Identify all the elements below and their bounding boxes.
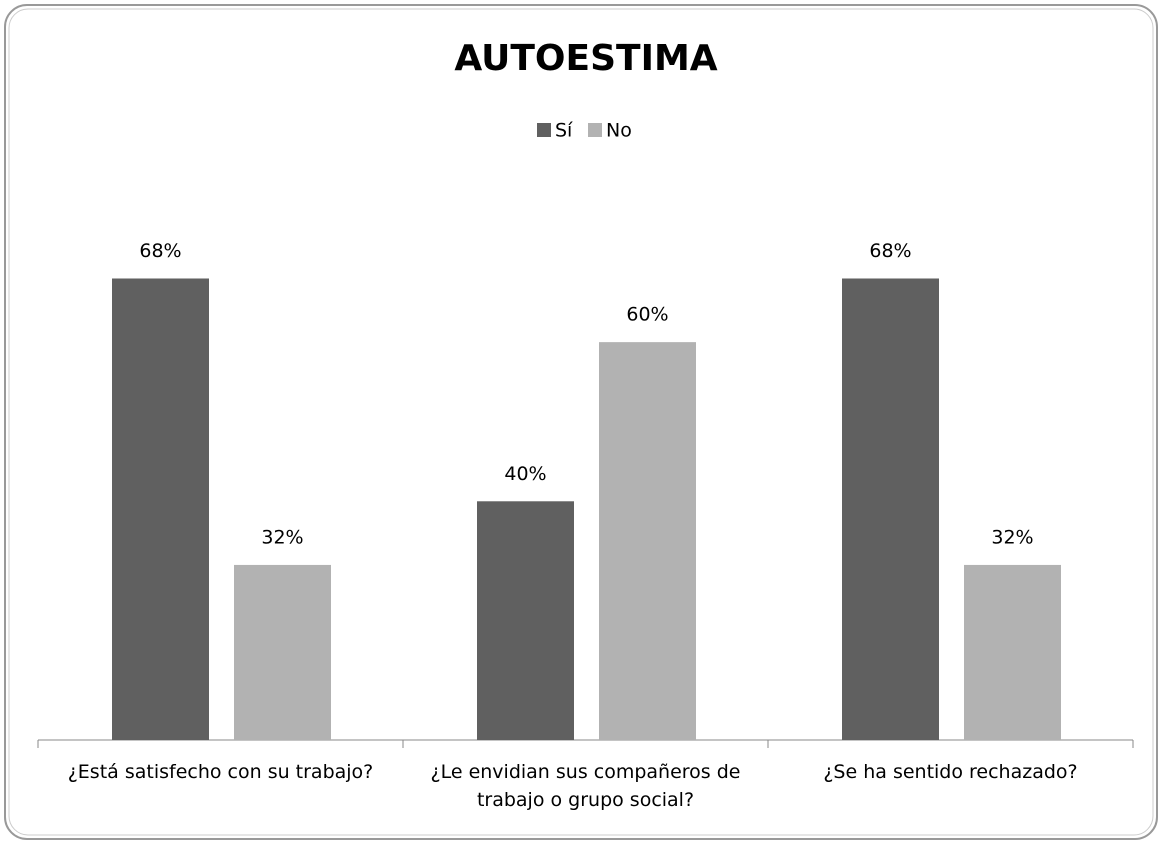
chart-border-inner bbox=[8, 8, 1154, 836]
data-label: 32% bbox=[261, 526, 303, 548]
data-label: 40% bbox=[504, 463, 546, 485]
bar bbox=[842, 278, 939, 740]
data-label: 68% bbox=[869, 240, 911, 262]
bar bbox=[477, 501, 574, 740]
x-tick-label: ¿Está satisfecho con su trabajo? bbox=[67, 761, 374, 783]
x-tick-label: ¿Se ha sentido rechazado? bbox=[823, 761, 1078, 783]
x-tick-label: ¿Le envidian sus compañeros de trabajo o… bbox=[430, 761, 741, 811]
data-label: 60% bbox=[626, 304, 668, 326]
legend-swatch bbox=[537, 123, 551, 137]
data-label: 32% bbox=[991, 526, 1033, 548]
data-label: 68% bbox=[139, 240, 181, 262]
chart-title: AUTOESTIMA bbox=[454, 38, 717, 79]
bar bbox=[599, 342, 696, 740]
bar bbox=[964, 564, 1061, 740]
bar bbox=[112, 278, 209, 740]
legend-label: Sí bbox=[555, 120, 573, 142]
legend-label: No bbox=[606, 120, 632, 142]
bar bbox=[234, 564, 331, 740]
legend-swatch bbox=[588, 123, 602, 137]
